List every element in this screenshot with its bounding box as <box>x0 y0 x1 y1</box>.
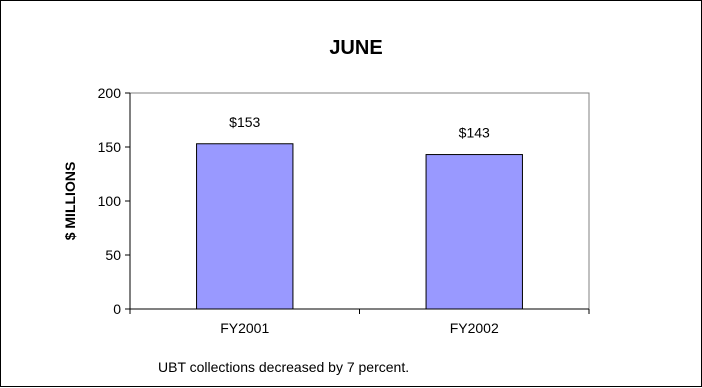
data-label: $143 <box>459 125 490 141</box>
y-axis-label: $ MILLIONS <box>62 162 78 241</box>
y-tick-label: 200 <box>98 85 122 101</box>
x-category-label: FY2001 <box>220 320 269 336</box>
chart-title: JUNE <box>329 37 382 59</box>
x-category-label: FY2002 <box>450 320 499 336</box>
y-tick-label: 0 <box>113 301 121 317</box>
y-tick-label: 50 <box>105 247 121 263</box>
y-tick-label: 150 <box>98 139 122 155</box>
chart-note: UBT collections decreased by 7 percent. <box>158 359 409 375</box>
bar-fy2001 <box>196 143 294 310</box>
bar-fy2002 <box>425 154 523 310</box>
data-label: $153 <box>229 114 260 130</box>
y-tick-label: 100 <box>98 193 122 209</box>
